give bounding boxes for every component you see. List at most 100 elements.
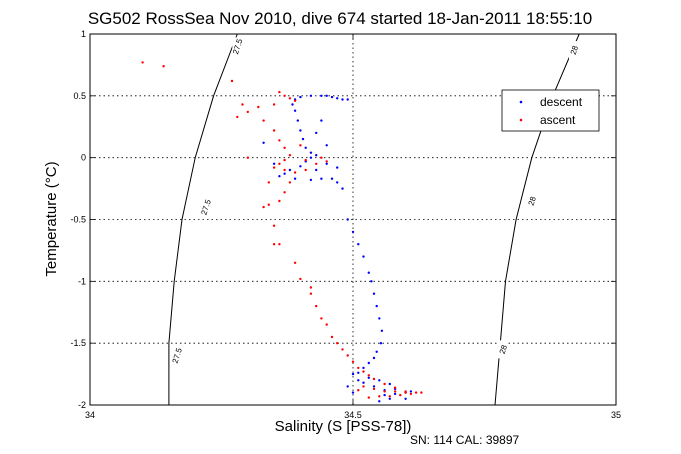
legend-marker-descent: [519, 100, 523, 104]
ascent-point: [230, 79, 234, 83]
contour-line-27-5: [168, 33, 238, 405]
y-tick-label: -1.5: [70, 338, 86, 348]
ascent-point: [283, 94, 286, 98]
descent-point: [293, 177, 297, 180]
ascent-point: [293, 261, 297, 264]
contour-label-bg: [171, 346, 182, 365]
descent-point: [409, 390, 413, 393]
descent-point: [299, 129, 302, 132]
ascent-point: [272, 166, 276, 169]
ascent-point: [367, 374, 370, 377]
descent-point: [309, 151, 313, 154]
y-tick-label: -2: [78, 400, 86, 410]
descent-point: [336, 181, 339, 184]
descent-point: [362, 381, 365, 384]
descent-point: [357, 243, 360, 246]
ascent-point: [367, 396, 370, 399]
ascent-point: [404, 391, 407, 394]
contour-label: 28: [498, 343, 509, 355]
ascent-point: [320, 317, 323, 320]
ascent-point: [262, 119, 265, 122]
descent-point: [301, 137, 305, 141]
descent-point: [315, 154, 318, 157]
descent-point: [357, 371, 360, 374]
descent-point: [296, 119, 299, 122]
ascent-point: [320, 156, 323, 159]
descent-point: [404, 397, 407, 400]
ascent-point: [383, 390, 386, 393]
plot-area: 34 34.5 35-2-1.5-1-0.500.51 27.527.527.528…: [70, 29, 621, 420]
descent-point: [299, 165, 302, 168]
ascent-point: [414, 391, 418, 394]
descent-point: [278, 175, 281, 178]
ascent-point: [272, 224, 276, 227]
ascent-point: [262, 205, 265, 209]
ascent-point: [236, 115, 239, 119]
y-axis-label: Temperature (°C): [43, 161, 60, 276]
ascent-point: [330, 335, 334, 339]
descent-point: [375, 350, 378, 353]
descent-point: [383, 393, 386, 397]
ascent-point: [351, 360, 355, 363]
descent-point: [325, 162, 328, 165]
ascent-point: [293, 171, 297, 174]
descent-point: [378, 400, 381, 403]
y-tick-label: -0.5: [70, 215, 86, 225]
descent-point: [320, 94, 323, 98]
descent-point: [362, 366, 365, 370]
ascent-point: [278, 139, 281, 142]
descent-point: [367, 376, 370, 379]
ascent-point: [278, 162, 281, 165]
ascent-point: [283, 146, 286, 149]
descent-point: [375, 304, 378, 308]
contour-label-bg: [200, 198, 211, 217]
ascent-point: [304, 158, 307, 162]
descent-point: [320, 119, 323, 122]
descent-point: [362, 255, 365, 258]
descent-point: [351, 230, 355, 234]
descent-point: [380, 329, 384, 332]
ascent-point: [372, 377, 376, 381]
descent-point: [315, 131, 318, 135]
ascent-point: [267, 203, 270, 206]
ascent-point: [388, 395, 391, 398]
contour-label: 28: [527, 195, 538, 207]
descent-point: [272, 162, 276, 165]
descent-point: [288, 168, 292, 172]
ascent-point: [315, 162, 318, 165]
ascent-point: [325, 323, 328, 326]
ascent-point: [315, 304, 318, 308]
descent-point: [357, 379, 360, 382]
ascent-point: [362, 370, 365, 373]
descent-point: [351, 391, 355, 394]
y-tick-label: 1: [81, 29, 86, 39]
descent-point: [309, 156, 313, 159]
descent-point: [309, 94, 313, 98]
ascent-point: [246, 156, 249, 159]
descent-point: [372, 292, 376, 295]
ascent-point: [420, 391, 423, 394]
descent-point: [378, 379, 381, 382]
descent-point: [320, 177, 323, 180]
ascent-point: [241, 103, 244, 106]
descent-point: [325, 94, 328, 98]
legend-box: [501, 89, 600, 132]
ascent-point: [309, 292, 313, 295]
descent-point: [330, 177, 334, 180]
descent-point: [293, 109, 297, 112]
descent-point: [346, 385, 349, 388]
descent-point: [346, 98, 349, 101]
ascent-point: [278, 199, 281, 203]
x-tick-label: 34.5: [344, 410, 362, 420]
ascent-point: [278, 90, 281, 94]
ascent-point: [283, 158, 286, 162]
data-points: [141, 61, 423, 403]
contour-label-bg: [232, 37, 243, 56]
y-tick-label: 0: [81, 153, 86, 163]
ascent-point: [162, 65, 165, 68]
contour-label: 28: [569, 44, 580, 56]
descent-point: [372, 385, 376, 388]
axis-ticks: 34 34.5 35 -2 -1.5 -1 -0.5 0 0.5 1: [70, 29, 621, 420]
